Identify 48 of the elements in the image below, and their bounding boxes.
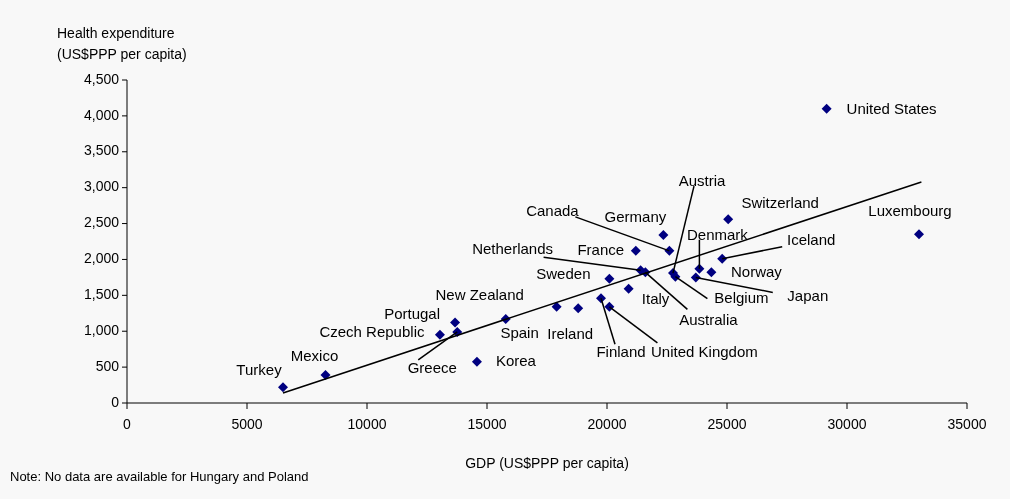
- y-tick-label: 500: [95, 357, 120, 374]
- y-tick-label: 4,500: [83, 70, 120, 87]
- x-tick-label: 5000: [231, 416, 263, 432]
- x-axis-title: GDP (US$PPP per capita): [465, 455, 629, 471]
- x-tick-label: 10000: [347, 416, 387, 432]
- y-tick-label: 1,500: [83, 286, 120, 303]
- y-tick-label: 3,000: [83, 178, 120, 195]
- annotation: Italy: [641, 289, 670, 307]
- annotation: Sweden: [536, 264, 591, 282]
- x-tick-label: 20000: [587, 416, 627, 432]
- annotation: Belgium: [714, 288, 769, 306]
- annotation: Turkey: [236, 361, 283, 379]
- annotation: United Kingdom: [651, 342, 758, 360]
- x-tick-label: 25000: [707, 416, 747, 432]
- annotation: Spain: [500, 323, 539, 341]
- annotation: Ireland: [547, 325, 594, 343]
- annotation: Greece: [407, 358, 457, 376]
- annotation: Switzerland: [741, 194, 819, 212]
- annotation: Austria: [678, 172, 726, 190]
- y-axis-title: Health expenditure (US$PPP per capita): [57, 25, 187, 62]
- annotation: Mexico: [290, 346, 339, 364]
- annotation: Netherlands: [472, 240, 554, 258]
- text: Note: No data are available for Hungary and Poland: [10, 469, 309, 484]
- annotation: France: [577, 240, 625, 258]
- annotation: Luxembourg: [868, 202, 952, 220]
- annotation: Portugal: [384, 304, 441, 322]
- y-tick-label: 0: [111, 393, 120, 410]
- y-tick-label: 1,000: [83, 321, 120, 338]
- y-tick-label: 3,500: [83, 142, 120, 159]
- annotation: Korea: [495, 351, 537, 369]
- annotation: Denmark: [686, 225, 749, 243]
- y-tick-label: 2,500: [83, 214, 120, 231]
- annotation: New Zealand: [435, 285, 524, 303]
- x-tick-label: 30000: [827, 416, 867, 432]
- annotation: Norway: [730, 263, 783, 281]
- x-tick-label: 0: [123, 416, 132, 432]
- annotation: Finland: [596, 343, 646, 361]
- annotation: Australia: [679, 311, 739, 329]
- annotation: Iceland: [787, 230, 836, 248]
- x-tick-label: 35000: [947, 416, 987, 432]
- x-tick-label: 15000: [467, 416, 507, 432]
- annotation: Germany: [604, 208, 667, 226]
- annotation: Canada: [526, 201, 580, 219]
- annotation: Czech Republic: [319, 322, 425, 340]
- annotation: Japan: [787, 287, 829, 305]
- annotation: United States: [846, 99, 937, 117]
- y-tick-label: 2,000: [83, 250, 120, 267]
- y-tick-label: 4,000: [83, 106, 120, 123]
